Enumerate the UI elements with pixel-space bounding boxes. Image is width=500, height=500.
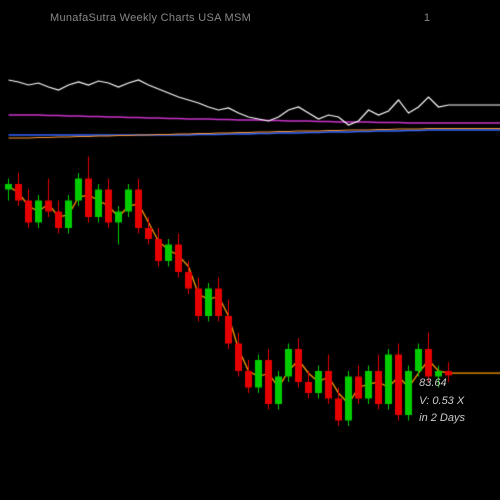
info-price: 83.64 (419, 375, 465, 393)
price-info-box: 83.64 V: 0.53 X in 2 Days (419, 375, 465, 428)
info-volume: V: 0.53 X (419, 393, 465, 411)
chart-interval: 1 (424, 12, 430, 24)
info-time: in 2 Days (419, 410, 465, 428)
chart-title: MunafaSutra Weekly Charts USA MSM (50, 12, 251, 24)
